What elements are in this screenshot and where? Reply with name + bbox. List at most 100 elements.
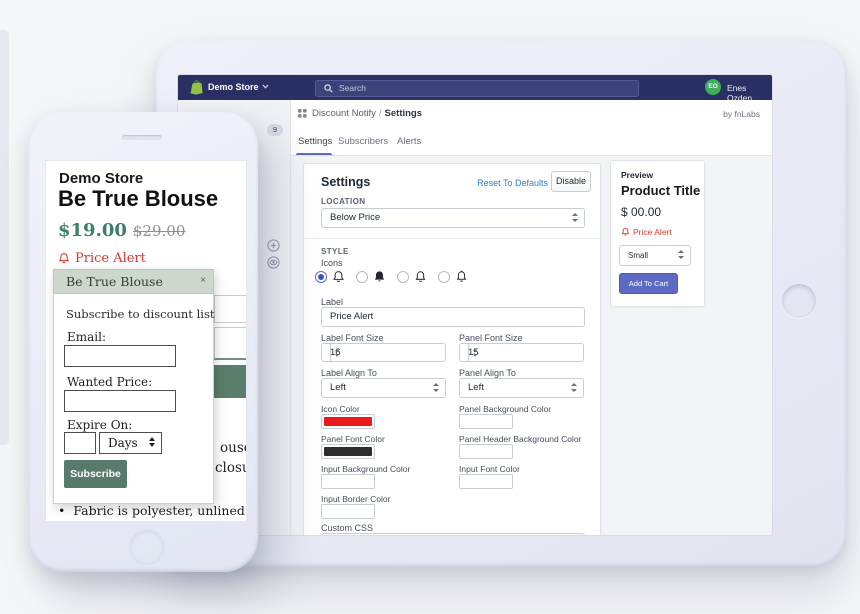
phone-device: Demo Store Be True Blouse $19.00 $29.00 P… — [28, 112, 258, 572]
phone-screen: Demo Store Be True Blouse $19.00 $29.00 P… — [45, 160, 247, 522]
notification-badge: 9 — [267, 124, 283, 136]
compare-at-price: $29.00 — [132, 222, 186, 240]
panel-font-color-label: Panel Font Color — [321, 434, 385, 444]
breadcrumb: Discount Notify / Settings — [312, 108, 422, 119]
expire-value-field[interactable] — [64, 432, 96, 454]
preview-price: $ 00.00 — [621, 205, 662, 219]
app-grid-icon — [298, 109, 307, 118]
settings-card-title: Settings — [321, 175, 371, 189]
preview-price-alert: Price Alert — [621, 227, 672, 237]
bell-outline-icon — [415, 271, 426, 282]
reset-to-defaults-link[interactable]: Reset To Defaults — [477, 178, 548, 188]
subscribe-popup: Be True Blouse × Subscribe to discount l… — [53, 269, 214, 504]
tablet-device: Demo Store Search EO Enes Ozden Discount… — [155, 40, 847, 568]
subscribe-button[interactable]: Subscribe — [64, 460, 127, 488]
style-section-label: STYLE — [321, 247, 349, 256]
email-field[interactable] — [64, 345, 176, 367]
label-font-size-input[interactable]: 16 — [321, 343, 446, 362]
panel-background-color-label: Panel Background Color — [459, 404, 552, 414]
label-align-select[interactable]: Left — [321, 378, 446, 398]
zoom-in-icon[interactable] — [267, 239, 280, 252]
label-field-label: Label — [321, 297, 344, 307]
background-add-to-cart-button[interactable] — [214, 365, 246, 398]
tablet-screen: Demo Store Search EO Enes Ozden Discount… — [178, 75, 772, 535]
radio-unselected[interactable] — [356, 271, 368, 283]
panel-align-label: Panel Align To — [459, 368, 516, 378]
breadcrumb-app[interactable]: Discount Notify — [312, 108, 376, 119]
preview-size-select[interactable]: Small — [619, 245, 691, 266]
background-text-fragment: ouse — [220, 440, 246, 456]
wanted-price-label: Wanted Price: — [67, 375, 153, 389]
icon-option-4 — [438, 270, 468, 284]
left-edge-device-sliver — [0, 30, 9, 445]
sale-price: $19.00 — [58, 220, 127, 241]
location-select[interactable]: Below Price — [321, 208, 585, 228]
settings-card: Settings Reset To Defaults Disable LOCAT… — [303, 163, 601, 535]
panel-background-color-swatch[interactable] — [459, 414, 513, 429]
bell-outline-icon — [456, 270, 467, 282]
tab-settings[interactable]: Settings — [298, 136, 333, 147]
panel-font-color-swatch[interactable] — [321, 444, 375, 459]
product-title: Be True Blouse — [58, 186, 219, 211]
icon-option-3 — [397, 270, 427, 284]
bell-alert-icon — [58, 252, 70, 264]
preview-product-title: Product Title — [621, 183, 701, 198]
input-border-color-label: Input Border Color — [321, 494, 391, 504]
bell-filled-icon — [374, 271, 385, 282]
input-font-color-label: Input Font Color — [459, 464, 520, 474]
input-border-color-swatch[interactable] — [321, 504, 375, 519]
input-background-color-label: Input Background Color — [321, 464, 411, 474]
user-name[interactable]: Enes Ozden — [727, 83, 753, 103]
stepper-arrows-icon[interactable] — [468, 344, 482, 361]
add-to-cart-button[interactable]: Add To Cart — [619, 273, 678, 294]
wanted-price-field[interactable] — [64, 390, 176, 412]
custom-css-label: Custom CSS — [321, 523, 374, 533]
expire-unit-select[interactable]: Days — [99, 432, 162, 454]
custom-css-textarea[interactable] — [321, 533, 585, 535]
shopify-logo-icon — [190, 80, 203, 95]
label-input[interactable]: Price Alert — [321, 307, 585, 327]
panel-header-background-color-label: Panel Header Background Color — [459, 434, 582, 444]
search-input[interactable]: Search — [315, 80, 639, 97]
input-background-color-swatch[interactable] — [321, 474, 375, 489]
chevron-down-icon — [262, 84, 269, 89]
select-arrows-icon — [572, 213, 578, 223]
icon-color-swatch[interactable] — [321, 414, 375, 429]
active-tab-underline — [296, 153, 332, 155]
close-icon[interactable]: × — [200, 275, 206, 286]
avatar[interactable]: EO — [705, 79, 721, 95]
radio-unselected[interactable] — [397, 271, 409, 283]
panel-align-select[interactable]: Left — [459, 378, 584, 398]
icon-color-label: Icon Color — [321, 404, 360, 414]
search-icon — [324, 84, 333, 93]
price-alert-trigger[interactable]: Price Alert — [58, 251, 146, 266]
tablet-home-button[interactable] — [782, 284, 816, 318]
select-arrows-icon — [433, 383, 439, 393]
phone-home-button[interactable] — [129, 529, 165, 565]
input-font-color-swatch[interactable] — [459, 474, 513, 489]
store-title: Demo Store — [59, 170, 144, 187]
panel-font-size-input[interactable]: 15 — [459, 343, 584, 362]
disable-button[interactable]: Disable — [551, 171, 591, 192]
popup-body: Subscribe to discount list Email: Wanted… — [53, 294, 214, 504]
store-switcher[interactable]: Demo Store — [208, 82, 259, 92]
icon-option-2 — [356, 270, 386, 284]
radio-unselected[interactable] — [438, 271, 450, 283]
radio-selected[interactable] — [315, 271, 327, 283]
stepper-arrows-icon[interactable] — [330, 344, 344, 361]
expire-on-label: Expire On: — [67, 418, 133, 432]
background-form-field — [214, 327, 246, 360]
location-section-label: LOCATION — [321, 197, 366, 206]
eye-icon[interactable] — [267, 256, 280, 269]
label-align-label: Label Align To — [321, 368, 377, 378]
panel-header-background-color-swatch[interactable] — [459, 444, 513, 459]
label-font-size-label: Label Font Size — [321, 333, 384, 343]
breadcrumb-separator: / — [378, 108, 382, 119]
tab-alerts[interactable]: Alerts — [397, 136, 422, 147]
email-label: Email: — [67, 330, 107, 344]
tab-subscribers[interactable]: Subscribers — [338, 136, 389, 147]
icon-option-1 — [315, 270, 345, 284]
select-arrows-icon — [149, 437, 155, 447]
search-placeholder: Search — [339, 83, 366, 93]
